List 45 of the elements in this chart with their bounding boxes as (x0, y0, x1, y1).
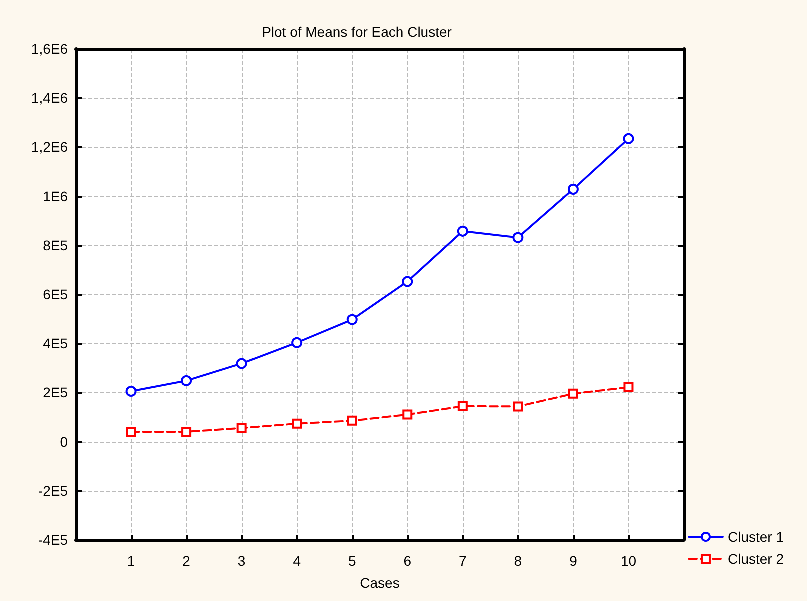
point (182, 426, 192, 437)
y-tick-label: 1E6 (43, 188, 68, 204)
point (458, 401, 468, 412)
x-tick-label: 7 (459, 553, 468, 569)
point (402, 410, 413, 420)
x-tick-label: 1 (127, 553, 136, 569)
x-tick-label: 4 (293, 553, 302, 569)
y-tick-label: 1,2E6 (31, 139, 68, 156)
x-axis-title: Cases (360, 575, 400, 591)
point (512, 232, 524, 244)
point (126, 386, 137, 397)
x-tick-label: 6 (404, 553, 412, 569)
point (568, 388, 578, 399)
point (236, 423, 247, 434)
point (236, 358, 248, 370)
x-tick-label: 10 (620, 553, 637, 569)
legend-label: Cluster 1 (728, 529, 784, 545)
point (347, 416, 358, 426)
point (292, 418, 302, 429)
point (623, 133, 634, 144)
x-tick-label: 8 (514, 553, 522, 569)
y-tick-label: 6E5 (43, 286, 68, 302)
x-tick-label: 3 (238, 553, 246, 569)
y-tick-label: 1,4E6 (31, 90, 68, 106)
point (402, 276, 414, 288)
y-tick-label: 4E5 (43, 336, 68, 352)
chart-title: Plot of Means for Each Cluster (262, 24, 452, 40)
x-tick-label: 9 (570, 553, 578, 569)
point (457, 226, 468, 237)
x-tick-label: 5 (348, 553, 356, 569)
legend-label: Cluster 2 (728, 551, 784, 567)
y-tick-label: -4E5 (38, 532, 68, 548)
point (126, 426, 136, 437)
point (346, 314, 358, 326)
y-tick-label: -2E5 (38, 482, 68, 499)
x-tick-label: 2 (182, 553, 191, 569)
y-tick-label: 2E5 (43, 384, 68, 401)
point (513, 402, 524, 412)
point (568, 184, 579, 195)
y-tick-label: 8E5 (43, 237, 68, 254)
y-tick-label: 1,6E6 (31, 41, 68, 57)
point (624, 382, 634, 393)
point (292, 337, 303, 348)
point (181, 375, 192, 386)
y-tick-label: 0 (60, 434, 68, 450)
